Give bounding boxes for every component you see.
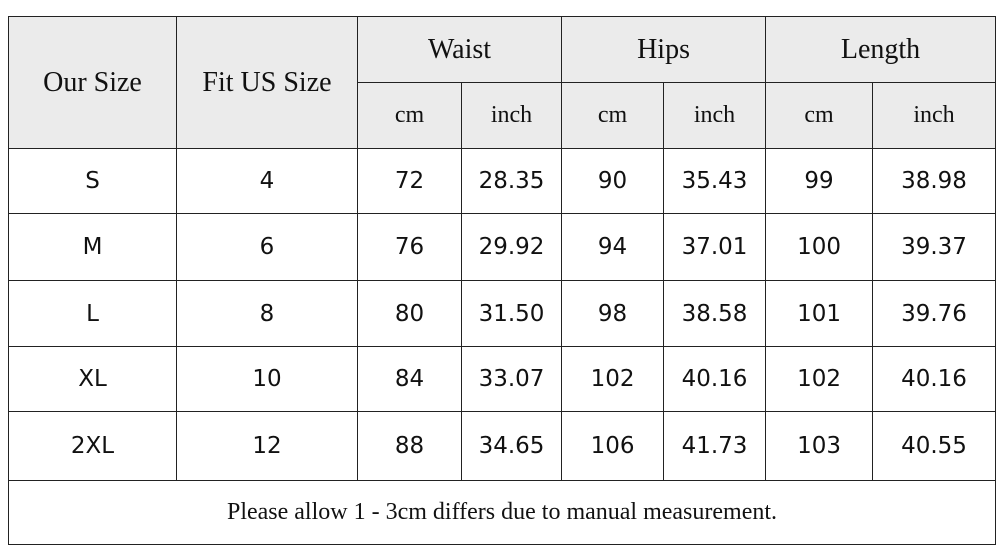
table-row: XL 10 84 33.07 102 40.16 102 40.16 (8, 346, 997, 412)
table-cell: L (8, 280, 177, 347)
footer-note: Please allow 1 - 3cm differs due to manu… (7, 480, 997, 545)
table-cell: 33.07 (460, 346, 563, 412)
table-cell: 90 (561, 148, 665, 214)
table-cell: XL (8, 346, 177, 412)
table-cell: 40.55 (872, 411, 997, 481)
table-cell: 35.43 (663, 148, 767, 214)
table-row: M 6 76 29.92 94 37.01 100 39.37 (8, 213, 997, 281)
table-cell: 100 (765, 213, 874, 281)
unit-header: cm (765, 82, 874, 149)
unit-header: cm (357, 82, 462, 149)
unit-header: inch (872, 82, 997, 149)
table-cell: 10 (176, 346, 358, 412)
group-header: Hips (561, 16, 767, 83)
group-header: Waist (356, 16, 563, 83)
table-cell: 84 (357, 346, 462, 412)
table-cell: 40.16 (663, 346, 767, 412)
footer-row: Please allow 1 - 3cm differs due to manu… (7, 480, 997, 545)
table-cell: 38.98 (872, 148, 997, 214)
table-cell: 88 (357, 411, 462, 481)
unit-header: inch (460, 82, 563, 149)
table-cell: 94 (561, 213, 665, 281)
table-cell: 6 (176, 213, 358, 281)
table-row: L 8 80 31.50 98 38.58 101 39.76 (8, 280, 997, 347)
table-cell: 8 (176, 280, 358, 347)
unit-header: inch (663, 82, 767, 149)
table-cell: 98 (561, 280, 665, 347)
table-row: 2XL 12 88 34.65 106 41.73 103 40.55 (8, 411, 997, 481)
table-cell: 102 (765, 346, 874, 412)
table-cell: 31.50 (460, 280, 563, 347)
table-cell: M (8, 213, 177, 281)
table-cell: 28.35 (460, 148, 563, 214)
table-cell: 34.65 (460, 411, 563, 481)
size-table: Our Size Fit US Size Waist Hips Length c… (7, 16, 997, 545)
table-cell: 99 (765, 148, 874, 214)
table-cell: 29.92 (460, 213, 563, 281)
table-cell: S (8, 148, 177, 214)
table-cell: 102 (561, 346, 665, 412)
table-cell: 12 (176, 411, 358, 481)
unit-header: cm (561, 82, 665, 149)
table-row: S 4 72 28.35 90 35.43 99 38.98 (8, 148, 997, 214)
table-cell: 40.16 (872, 346, 997, 412)
table-cell: 101 (765, 280, 874, 347)
table-cell: 38.58 (663, 280, 767, 347)
header-cell: Our Size (8, 16, 177, 149)
table-cell: 41.73 (663, 411, 767, 481)
table-cell: 39.37 (872, 213, 997, 281)
table-cell: 103 (765, 411, 874, 481)
table-cell: 39.76 (872, 280, 997, 347)
table-cell: 2XL (8, 411, 177, 481)
table-cell: 76 (357, 213, 462, 281)
table-cell: 80 (357, 280, 462, 347)
table-cell: 106 (561, 411, 665, 481)
table-cell: 72 (357, 148, 462, 214)
table-cell: 37.01 (663, 213, 767, 281)
group-header: Length (765, 16, 997, 83)
table-cell: 4 (176, 148, 358, 214)
header-cell: Fit US Size (176, 16, 358, 149)
